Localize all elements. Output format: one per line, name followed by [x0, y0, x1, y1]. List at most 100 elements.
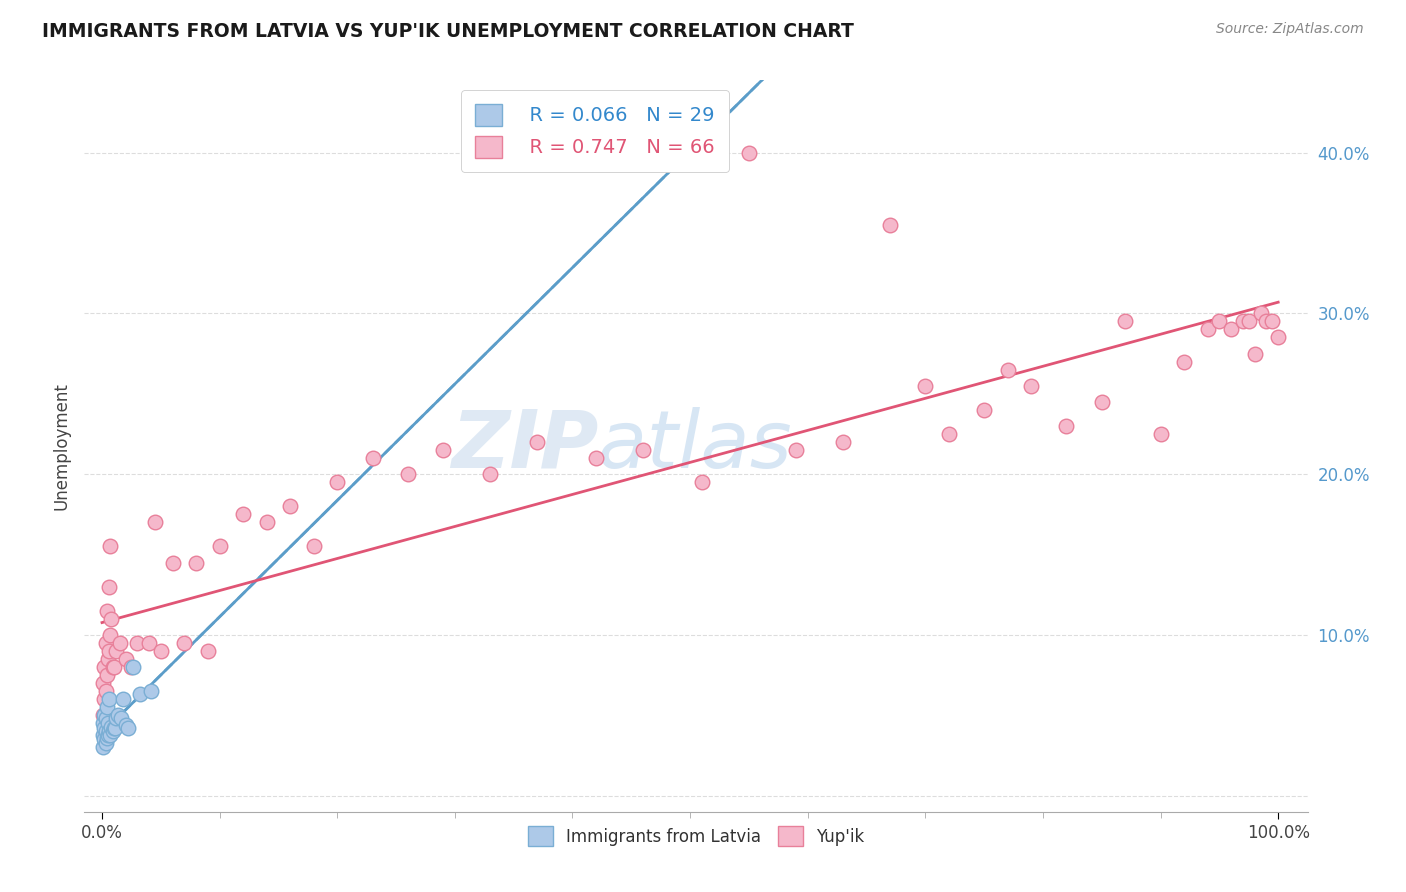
Text: atlas: atlas — [598, 407, 793, 485]
Point — [1173, 354, 1195, 368]
Point — [479, 467, 502, 482]
Point — [114, 652, 136, 666]
Text: IMMIGRANTS FROM LATVIA VS YUP'IK UNEMPLOYMENT CORRELATION CHART: IMMIGRANTS FROM LATVIA VS YUP'IK UNEMPLO… — [42, 22, 853, 41]
Point — [94, 684, 117, 698]
Point — [173, 636, 195, 650]
Point — [1091, 394, 1114, 409]
Point — [93, 708, 115, 723]
Point — [91, 708, 114, 723]
Point — [94, 711, 117, 725]
Point — [738, 145, 761, 160]
Point — [103, 721, 125, 735]
Point — [1056, 418, 1078, 433]
Point — [98, 727, 121, 741]
Point — [96, 668, 118, 682]
Point — [1232, 314, 1254, 328]
Point — [107, 708, 129, 723]
Point — [98, 724, 121, 739]
Point — [94, 736, 117, 750]
Point — [149, 644, 172, 658]
Point — [112, 692, 135, 706]
Point — [91, 676, 114, 690]
Point — [91, 716, 114, 731]
Point — [631, 443, 654, 458]
Point — [690, 475, 713, 490]
Point — [98, 628, 121, 642]
Point — [1267, 330, 1289, 344]
Point — [162, 556, 184, 570]
Point — [138, 636, 160, 650]
Point — [1256, 314, 1278, 328]
Point — [1237, 314, 1260, 328]
Point — [93, 721, 115, 735]
Point — [1149, 426, 1171, 441]
Point — [98, 644, 121, 658]
Legend: Immigrants from Latvia, Yup'ik: Immigrants from Latvia, Yup'ik — [519, 818, 873, 855]
Point — [832, 434, 855, 449]
Point — [184, 556, 207, 570]
Point — [785, 443, 807, 458]
Y-axis label: Unemployment: Unemployment — [52, 382, 70, 510]
Point — [100, 719, 122, 733]
Point — [396, 467, 419, 482]
Point — [256, 516, 278, 530]
Point — [94, 724, 117, 739]
Point — [1114, 314, 1136, 328]
Point — [97, 727, 120, 741]
Point — [914, 378, 936, 392]
Point — [432, 443, 454, 458]
Point — [110, 711, 132, 725]
Point — [326, 475, 349, 490]
Point — [585, 451, 607, 466]
Point — [93, 660, 115, 674]
Point — [197, 644, 219, 658]
Point — [1208, 314, 1230, 328]
Point — [101, 660, 124, 674]
Point — [127, 636, 149, 650]
Point — [361, 451, 384, 466]
Point — [96, 731, 118, 745]
Point — [121, 660, 143, 674]
Point — [997, 362, 1019, 376]
Point — [98, 580, 121, 594]
Point — [1250, 306, 1272, 320]
Point — [108, 636, 131, 650]
Point — [105, 644, 128, 658]
Text: Source: ZipAtlas.com: Source: ZipAtlas.com — [1216, 22, 1364, 37]
Point — [105, 711, 128, 725]
Point — [100, 612, 122, 626]
Point — [98, 692, 121, 706]
Point — [278, 500, 301, 514]
Point — [104, 721, 127, 735]
Point — [114, 718, 136, 732]
Point — [232, 508, 254, 522]
Point — [91, 740, 114, 755]
Point — [97, 716, 120, 731]
Point — [97, 652, 120, 666]
Point — [302, 540, 325, 554]
Point — [526, 434, 548, 449]
Point — [1019, 378, 1042, 392]
Point — [93, 732, 115, 747]
Text: ZIP: ZIP — [451, 407, 598, 485]
Point — [143, 516, 166, 530]
Point — [96, 604, 118, 618]
Point — [1243, 346, 1265, 360]
Point — [938, 426, 960, 441]
Point — [117, 721, 139, 735]
Point — [93, 692, 115, 706]
Point — [91, 727, 114, 741]
Point — [1261, 314, 1284, 328]
Point — [973, 402, 995, 417]
Point — [103, 660, 125, 674]
Point — [208, 540, 231, 554]
Point — [1197, 322, 1219, 336]
Point — [120, 660, 142, 674]
Point — [128, 687, 150, 701]
Point — [1220, 322, 1243, 336]
Point — [94, 636, 117, 650]
Point — [141, 684, 163, 698]
Point — [879, 218, 901, 232]
Point — [98, 540, 121, 554]
Point — [101, 724, 124, 739]
